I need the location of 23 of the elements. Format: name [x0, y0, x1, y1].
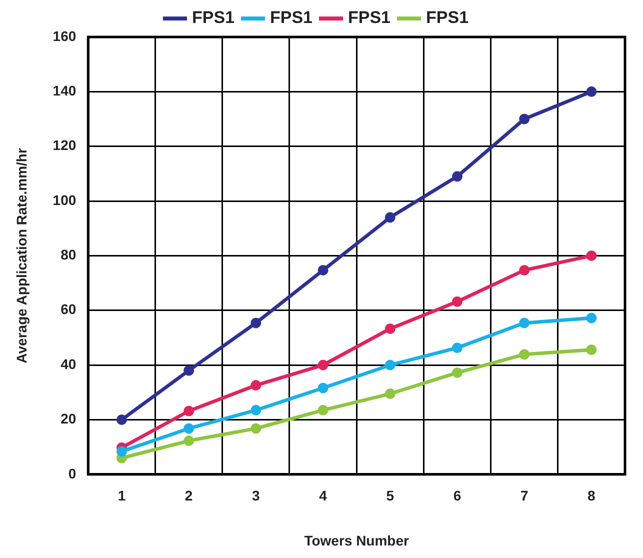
x-tick-label: 4 — [319, 488, 328, 504]
legend-label: FPS1 — [426, 8, 469, 28]
y-tick-label: 0 — [68, 465, 76, 482]
legend-label: FPS1 — [192, 8, 234, 28]
legend-label: FPS1 — [348, 8, 391, 28]
y-tick-label: 120 — [52, 137, 76, 154]
y-tick-label: 60 — [60, 301, 76, 318]
x-axis-title: Towers Number — [304, 532, 410, 548]
x-tick-label: 3 — [252, 488, 260, 504]
legend-label: FPS1 — [270, 8, 313, 28]
x-tick-label: 1 — [118, 488, 126, 504]
x-tick-label: 8 — [588, 488, 596, 504]
x-tick-label: 6 — [453, 488, 462, 504]
y-tick-label: 20 — [60, 410, 76, 427]
y-tick-label: 100 — [52, 192, 76, 208]
y-tick-label: 80 — [60, 246, 76, 263]
x-tick-label: 5 — [386, 488, 394, 504]
y-tick-label: 140 — [52, 82, 76, 99]
x-tick-label: 7 — [520, 488, 528, 504]
y-axis-title: Average Application Rate.mm/hr — [13, 148, 30, 364]
x-tick-label: 2 — [184, 488, 193, 504]
y-tick-label: 160 — [52, 28, 76, 44]
y-tick-label: 40 — [60, 356, 76, 372]
